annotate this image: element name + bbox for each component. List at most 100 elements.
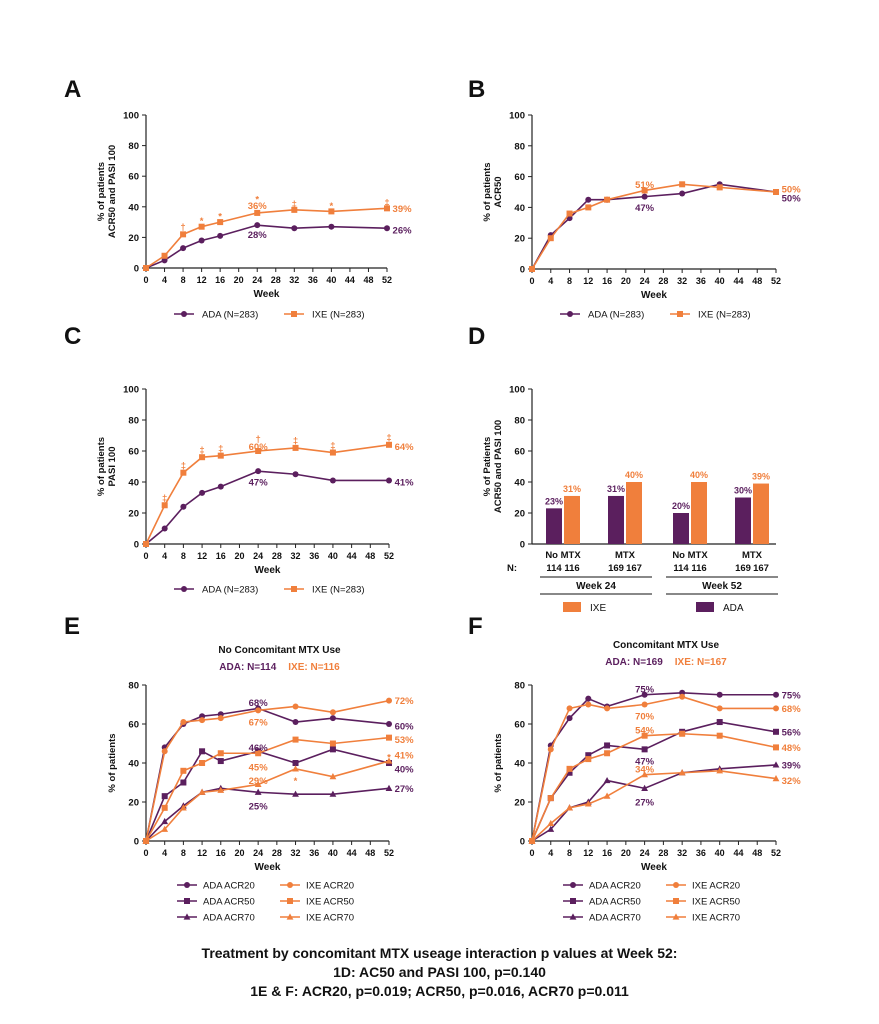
- data-label: *: [255, 195, 259, 206]
- y-tick-label: 60: [514, 447, 525, 458]
- x-tick-label: 4: [162, 848, 167, 858]
- legend-label: IXE ACR50: [692, 897, 740, 908]
- x-tick-label: 12: [583, 276, 593, 286]
- data-point: [161, 825, 169, 832]
- x-axis-label: Week: [641, 862, 667, 873]
- data-point: [329, 740, 336, 747]
- chart-panel-d: 0 20 40 60 80 100 % of Patients ACR50 and PASI …: [482, 385, 778, 614]
- x-tick-label: 20: [234, 551, 244, 561]
- footnote-line-1: Treatment by concomitant MTX useage inte…: [201, 945, 678, 961]
- data-point: [773, 189, 779, 195]
- data-label: 41%: [395, 478, 415, 489]
- data-point: [528, 837, 536, 844]
- data-point: [329, 709, 336, 716]
- data-label: 53%: [395, 735, 415, 746]
- data-point: [292, 790, 299, 797]
- data-point: [217, 750, 224, 757]
- data-point: [254, 788, 262, 795]
- data-point: [716, 732, 723, 739]
- n-value: 167: [753, 563, 769, 574]
- data-point: [161, 817, 169, 825]
- x-tick-label: 4: [162, 551, 167, 561]
- group-label: MTX: [742, 550, 763, 561]
- y-tick-label: 100: [509, 111, 525, 122]
- x-tick-label: 44: [733, 848, 743, 858]
- data-point: [641, 784, 649, 791]
- y-tick-label: 0: [520, 540, 525, 551]
- n-value: 169: [608, 563, 624, 574]
- data-label: 27%: [395, 784, 415, 795]
- data-point: [679, 181, 686, 188]
- data-point: [180, 245, 187, 252]
- subtitle-part: ADA: N=114: [219, 662, 276, 673]
- y-axis-label: % of patients: [107, 733, 118, 792]
- data-point: [773, 728, 779, 735]
- x-tick-label: 48: [363, 275, 373, 285]
- legend-marker: [673, 898, 679, 904]
- y-tick-label: 0: [134, 264, 139, 275]
- y-axis-label: % of patients: [96, 162, 107, 221]
- y-tick-label: 20: [128, 798, 139, 809]
- legend-marker: [570, 882, 576, 888]
- legend-label: IXE ACR70: [306, 913, 354, 924]
- data-point: [199, 454, 206, 461]
- x-axis-label: Week: [641, 290, 667, 301]
- data-point: [199, 489, 206, 496]
- x-tick-label: 52: [771, 276, 781, 286]
- bar-ada: [608, 495, 624, 544]
- x-tick-label: 36: [309, 551, 319, 561]
- data-point: [292, 444, 299, 451]
- legend-swatch: [563, 602, 581, 612]
- panel-subtitle: ADA: N=169 IXE: N=167: [605, 657, 727, 668]
- data-point: [386, 441, 392, 448]
- data-point: [678, 769, 686, 776]
- data-label: †: [180, 222, 185, 233]
- data-point: [161, 257, 168, 264]
- data-label: 68%: [249, 698, 269, 709]
- data-label: 60%: [395, 721, 415, 732]
- y-tick-label: 80: [514, 681, 525, 692]
- data-label: 29%: [249, 776, 269, 787]
- data-point: [604, 705, 611, 712]
- data-point: [585, 196, 592, 203]
- data-point: [529, 266, 535, 272]
- x-tick-label: 0: [529, 276, 534, 286]
- data-label: 27%: [635, 798, 655, 809]
- data-point: [679, 730, 686, 737]
- data-label: 51%: [635, 180, 655, 191]
- data-point: [386, 477, 392, 484]
- data-point: [292, 703, 299, 710]
- x-tick-label: 16: [602, 848, 612, 858]
- subtitle-part: IXE: N=167: [675, 657, 727, 668]
- n-value: 114: [546, 563, 562, 574]
- x-tick-label: 28: [272, 848, 282, 858]
- x-tick-label: 12: [197, 551, 207, 561]
- data-point: [566, 715, 573, 722]
- data-point: [585, 701, 592, 708]
- legend-label: IXE: [590, 603, 606, 614]
- x-tick-label: 52: [771, 848, 781, 858]
- data-point: [641, 193, 648, 200]
- data-point: [161, 252, 168, 259]
- y-tick-label: 80: [128, 416, 139, 427]
- data-point: [566, 705, 573, 712]
- data-point: [585, 756, 592, 763]
- x-tick-label: 20: [621, 276, 631, 286]
- data-point: [180, 469, 187, 476]
- legend-label: ADA (N=283): [588, 310, 644, 321]
- data-point: [217, 758, 224, 765]
- series-line: [531, 183, 777, 270]
- legend-label: IXE ACR50: [306, 897, 354, 908]
- data-label: 40%: [395, 764, 415, 775]
- data-label: 48%: [782, 743, 802, 754]
- data-point: [199, 760, 206, 766]
- y-tick-label: 100: [123, 385, 139, 396]
- n-value: 114: [673, 563, 689, 574]
- x-tick-label: 24: [253, 848, 263, 858]
- data-point: [547, 825, 555, 832]
- x-tick-label: 52: [384, 848, 394, 858]
- data-point: [585, 752, 592, 759]
- data-point: [603, 792, 611, 799]
- data-label: *: [294, 776, 298, 787]
